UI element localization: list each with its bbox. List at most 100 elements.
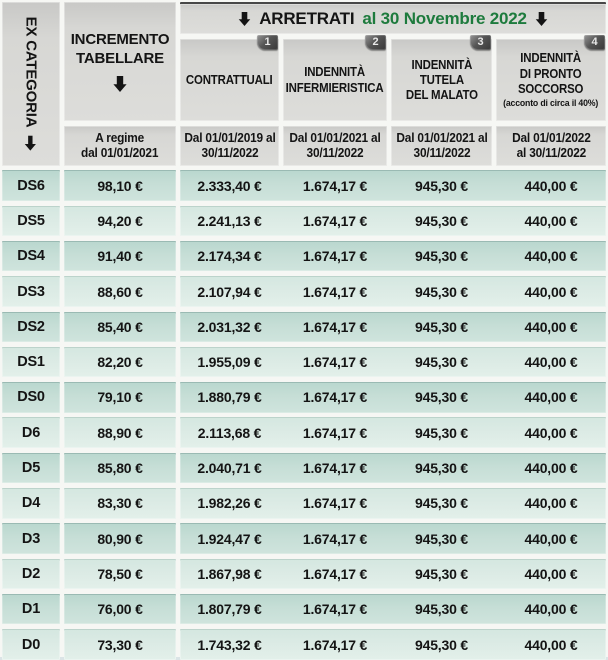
row-arretrati-strip: 2.333,40 € 1.674,17 € 945,30 € 440,00 €	[180, 170, 606, 201]
row-incremento-value: 73,30 €	[64, 629, 176, 660]
row-arretrati-strip: 2.107,94 € 1.674,17 € 945,30 € 440,00 €	[180, 276, 606, 307]
row-category-label: DS4	[2, 240, 60, 272]
row-value-tutela-malato: 945,30 €	[415, 283, 468, 300]
row-value-contrattuali: 1.955,09 €	[197, 354, 262, 371]
row-value-pronto-soccorso: 440,00 €	[524, 495, 578, 512]
row-value-contrattuali: 2.113,68 €	[197, 424, 262, 441]
row-incremento-value: 94,20 €	[64, 205, 176, 237]
column-title: INDENNITÀ DI PRONTO SOCCORSO	[518, 50, 584, 96]
row-arretrati-strip: 1.982,26 € 1.674,17 € 945,30 € 440,00 €	[180, 488, 606, 519]
row-value-contrattuali: 2.241,13 €	[197, 212, 262, 229]
row-value-tutela-malato: 945,30 €	[415, 636, 468, 653]
subheader-period-pronto-soccorso: Dal 01/01/2022 al 30/11/2022	[496, 125, 606, 166]
row-value-tutela-malato: 945,30 €	[415, 354, 468, 371]
row-category-label: DS6	[2, 170, 60, 201]
incremento-title: INCREMENTO TABELLARE	[70, 31, 170, 67]
row-value-infermieristica: 1.674,17 €	[302, 636, 368, 653]
row-category-label: DS5	[2, 205, 60, 237]
row-value-infermieristica: 1.674,17 €	[302, 460, 368, 477]
row-value-contrattuali: 1.924,47 €	[197, 530, 262, 547]
row-value-contrattuali: 2.107,94 €	[197, 283, 262, 300]
row-incremento-value: 88,90 €	[64, 417, 176, 448]
row-value-pronto-soccorso: 440,00 €	[524, 248, 578, 265]
row-arretrati-strip: 1.807,79 € 1.674,17 € 945,30 € 440,00 €	[180, 593, 606, 625]
row-category-label: D3	[2, 523, 60, 554]
banner-text-green: al 30 Novembre 2022	[362, 9, 527, 28]
corner-label: EX CATEGORIA	[22, 16, 40, 128]
row-value-pronto-soccorso: 440,00 €	[524, 283, 578, 300]
row-category-label: D1	[2, 593, 60, 625]
badge-1: 1	[257, 34, 278, 50]
column-title: INDENNITÀ TUTELA DEL MALATO	[405, 56, 478, 103]
header-indennita-tutela-malato: 3 INDENNITÀ TUTELA DEL MALATO	[391, 34, 492, 121]
row-value-contrattuali: 1.880,79 €	[197, 389, 262, 406]
row-value-tutela-malato: 945,30 €	[415, 212, 468, 229]
row-value-pronto-soccorso: 440,00 €	[524, 530, 578, 547]
row-value-contrattuali: 1.743,32 €	[197, 636, 262, 653]
corner-header-cell: EX CATEGORIA	[2, 2, 60, 166]
row-value-infermieristica: 1.674,17 €	[302, 177, 368, 194]
row-value-contrattuali: 1.982,26 €	[197, 495, 262, 512]
row-value-contrattuali: 1.807,79 €	[197, 601, 262, 618]
row-incremento-value: 85,40 €	[64, 311, 176, 343]
arrow-down-icon	[535, 12, 548, 26]
row-category-label: DS1	[2, 346, 60, 378]
row-incremento-value: 88,60 €	[64, 276, 176, 307]
subheader-period-contrattuali: Dal 01/01/2019 al 30/11/2022	[180, 125, 279, 166]
row-value-infermieristica: 1.674,17 €	[302, 565, 368, 582]
subheader-period-infermieristica: Dal 01/01/2021 al 30/11/2022	[283, 125, 387, 166]
row-arretrati-strip: 1.867,98 € 1.674,17 € 945,30 € 440,00 €	[180, 558, 606, 590]
corner-rotated-text: EX CATEGORIA	[23, 17, 40, 151]
column-note: (acconto di circa il 40%)	[503, 98, 599, 110]
row-value-pronto-soccorso: 440,00 €	[524, 212, 578, 229]
header-indennita-infermieristica: 2 INDENNITÀ INFERMIERISTICA	[283, 34, 387, 121]
row-category-label: D6	[2, 417, 60, 448]
row-incremento-value: 91,40 €	[64, 240, 176, 272]
row-arretrati-strip: 2.241,13 € 1.674,17 € 945,30 € 440,00 €	[180, 205, 606, 237]
row-category-label: D5	[2, 452, 60, 484]
banner-text-black: ARRETRATI	[259, 9, 355, 28]
badge-2: 2	[365, 34, 386, 50]
row-value-pronto-soccorso: 440,00 €	[524, 177, 578, 194]
row-incremento-value: 80,90 €	[64, 523, 176, 554]
row-incremento-value: 78,50 €	[64, 558, 176, 590]
row-value-tutela-malato: 945,30 €	[415, 495, 468, 512]
row-incremento-value: 76,00 €	[64, 593, 176, 625]
banner-arretrati: ARRETRATI al 30 Novembre 2022	[180, 2, 606, 34]
header-contrattuali: 1 CONTRATTUALI	[180, 34, 279, 121]
row-incremento-value: 79,10 €	[64, 382, 176, 413]
row-category-label: DS3	[2, 276, 60, 307]
row-category-label: D4	[2, 488, 60, 519]
row-value-infermieristica: 1.674,17 €	[302, 318, 368, 335]
row-arretrati-strip: 2.040,71 € 1.674,17 € 945,30 € 440,00 €	[180, 452, 606, 484]
row-value-pronto-soccorso: 440,00 €	[524, 389, 578, 406]
row-value-pronto-soccorso: 440,00 €	[524, 318, 578, 335]
row-incremento-value: 85,80 €	[64, 452, 176, 484]
row-value-tutela-malato: 945,30 €	[415, 601, 468, 618]
row-value-infermieristica: 1.674,17 €	[302, 283, 368, 300]
column-title: CONTRATTUALI	[186, 72, 273, 88]
row-value-tutela-malato: 945,30 €	[415, 424, 468, 441]
row-value-infermieristica: 1.674,17 €	[302, 530, 368, 547]
row-incremento-value: 83,30 €	[64, 488, 176, 519]
header-incremento-tabellare: INCREMENTO TABELLARE	[64, 2, 176, 121]
row-value-tutela-malato: 945,30 €	[415, 177, 468, 194]
row-value-tutela-malato: 945,30 €	[415, 248, 468, 265]
subheader-period-tutela-malato: Dal 01/01/2021 al 30/11/2022	[391, 125, 492, 166]
row-value-infermieristica: 1.674,17 €	[302, 389, 368, 406]
arrow-right-icon	[25, 135, 37, 151]
row-value-tutela-malato: 945,30 €	[415, 565, 468, 582]
row-category-label: DS2	[2, 311, 60, 343]
row-incremento-value: 98,10 €	[64, 170, 176, 201]
row-incremento-value: 82,20 €	[64, 346, 176, 378]
row-arretrati-strip: 1.924,47 € 1.674,17 € 945,30 € 440,00 €	[180, 523, 606, 554]
row-arretrati-strip: 1.880,79 € 1.674,17 € 945,30 € 440,00 €	[180, 382, 606, 413]
arrow-down-icon	[238, 12, 251, 26]
row-value-contrattuali: 2.333,40 €	[197, 177, 262, 194]
row-value-infermieristica: 1.674,17 €	[302, 601, 368, 618]
row-arretrati-strip: 1.955,09 € 1.674,17 € 945,30 € 440,00 €	[180, 346, 606, 378]
arrow-down-icon	[113, 75, 127, 92]
row-value-tutela-malato: 945,30 €	[415, 460, 468, 477]
badge-3: 3	[470, 34, 491, 50]
